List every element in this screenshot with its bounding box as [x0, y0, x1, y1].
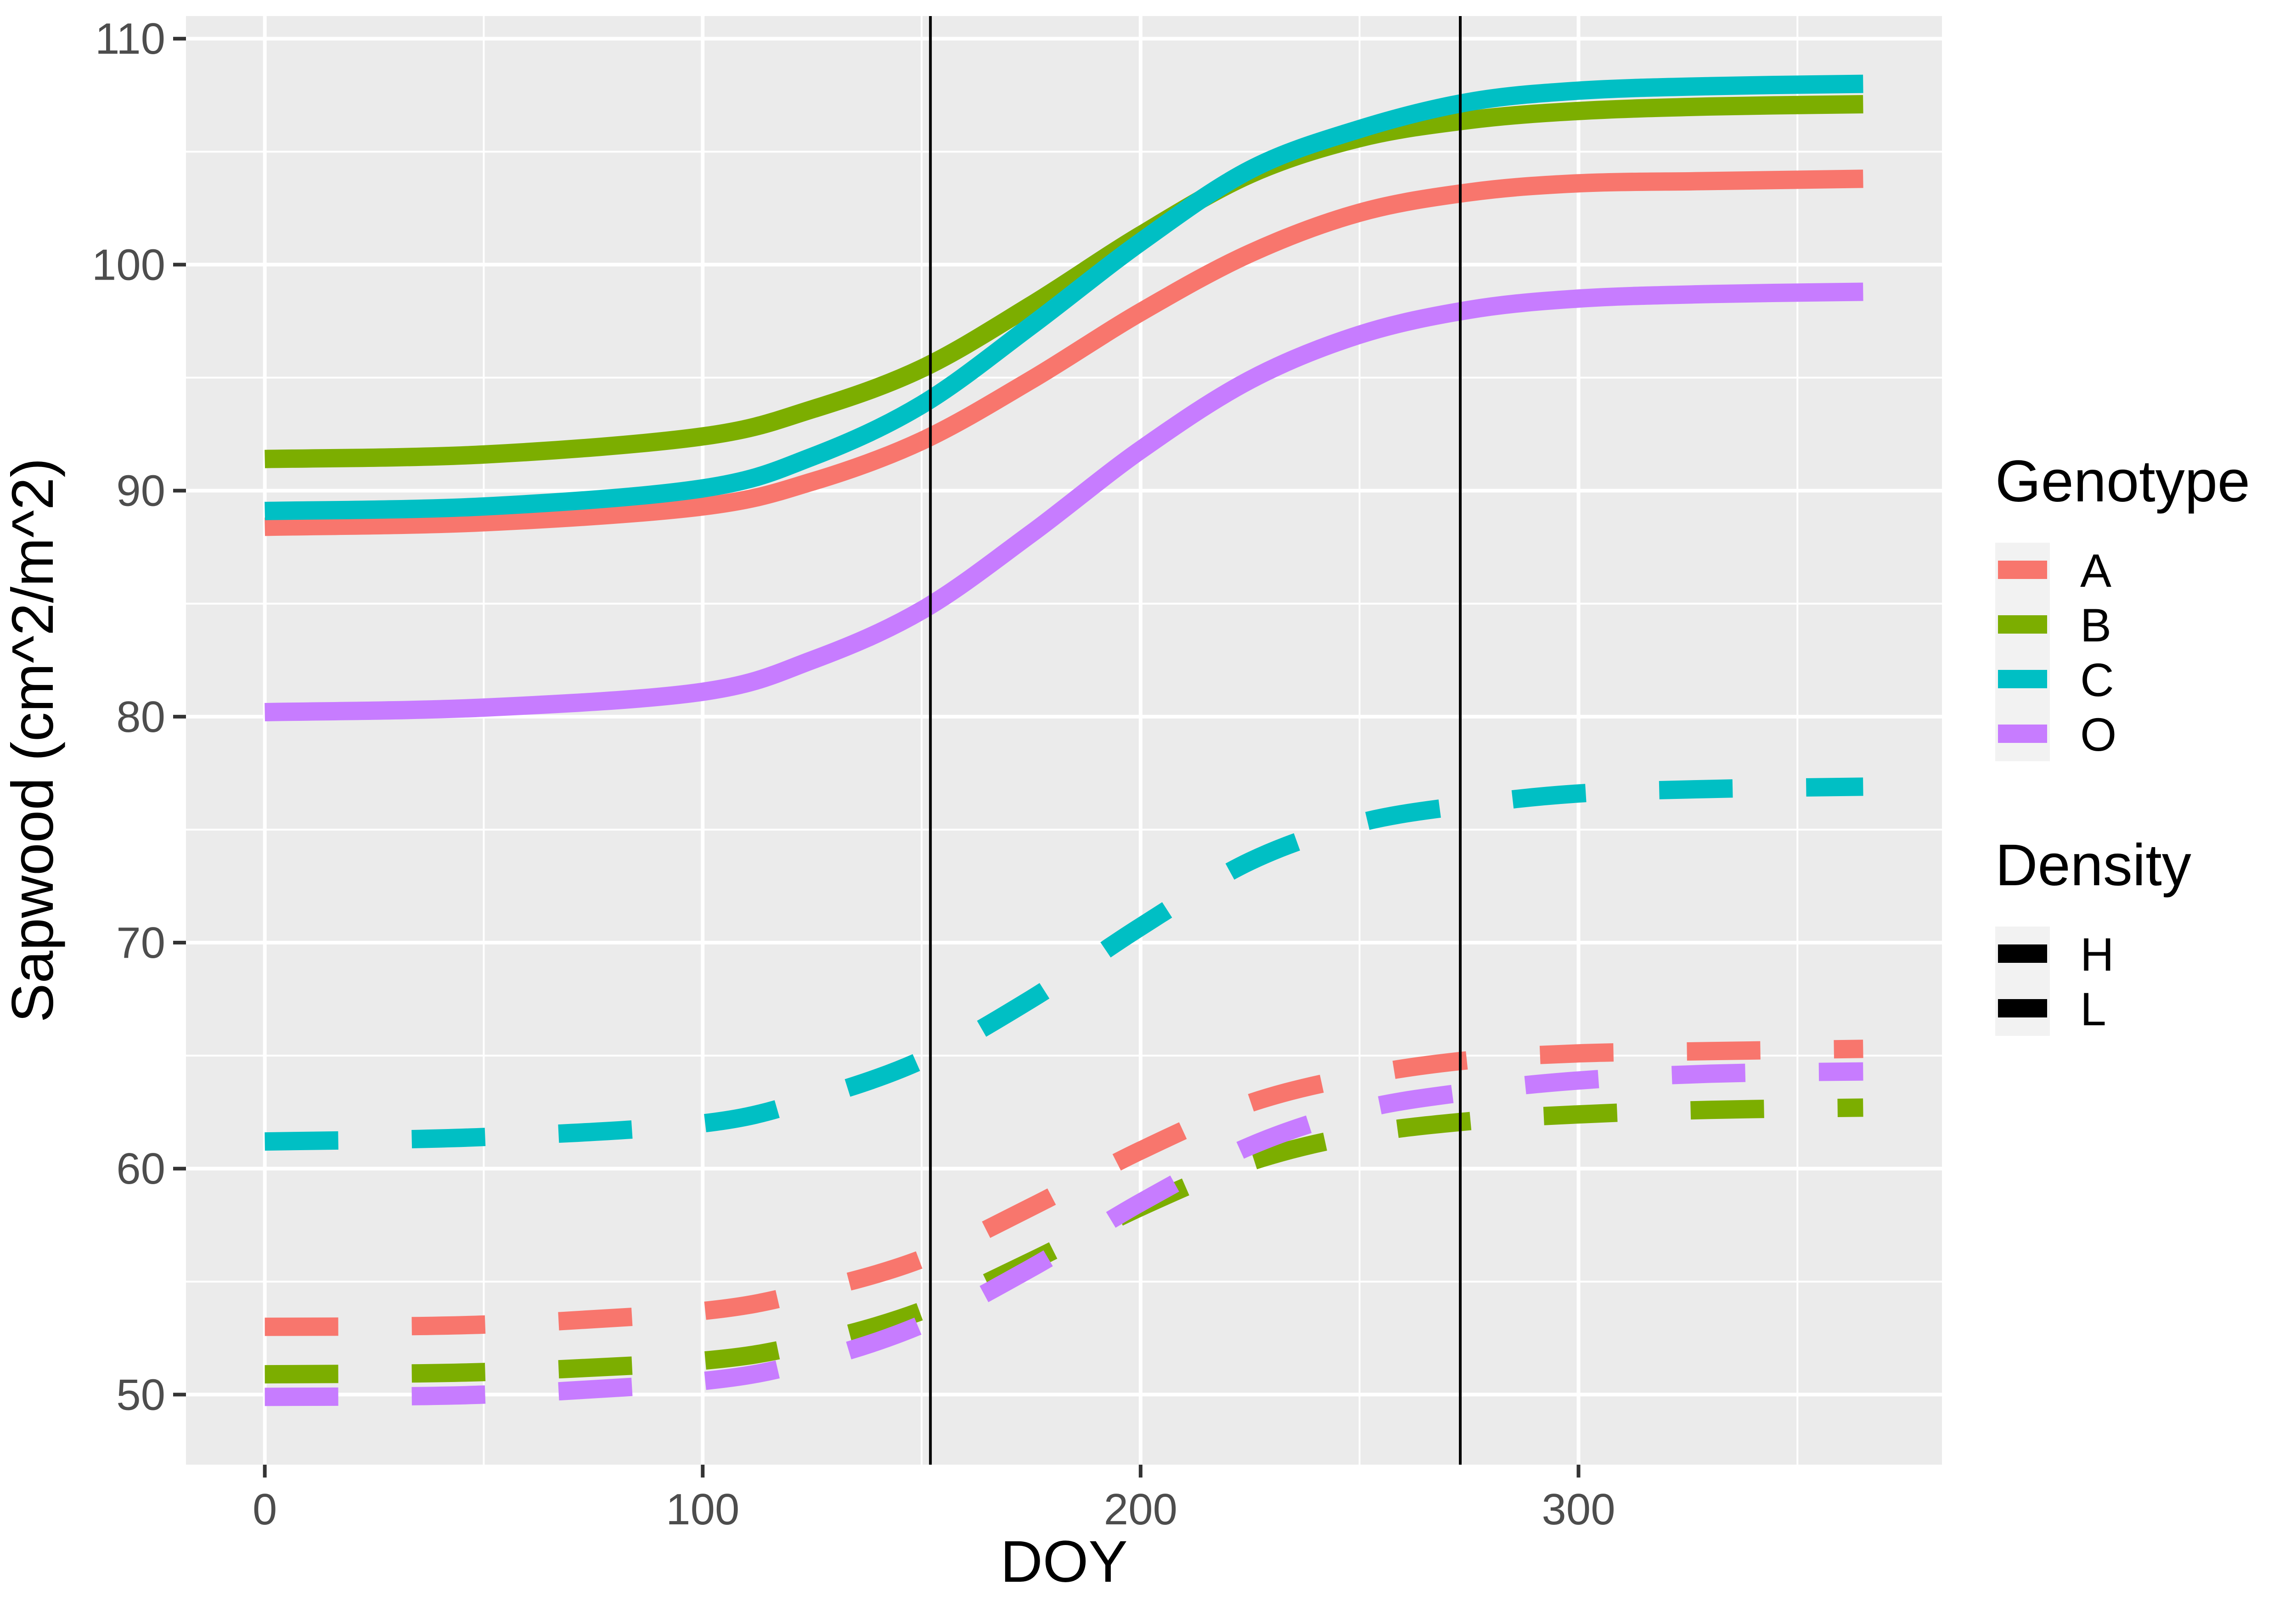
reference-lines [929, 16, 1462, 1465]
series-line-a-h [264, 169, 1863, 536]
y-tick-label: 50 [116, 1370, 165, 1419]
legend-label-b: B [2080, 599, 2111, 652]
x-tick-label: 200 [1104, 1485, 1177, 1534]
legend-label-h: H [2080, 928, 2114, 981]
major-gridlines [186, 16, 1942, 1465]
series-line-c-h [264, 74, 1863, 520]
series-lines [264, 74, 1863, 1406]
plot-panel [186, 16, 1942, 1465]
x-axis-ticks: 0 100 200 300 [253, 1465, 1615, 1534]
legend-title-density: Density [1995, 832, 2191, 898]
series-line-o-l [264, 1062, 1863, 1406]
series-line-c-l [264, 777, 1863, 1151]
y-tick-label: 70 [116, 918, 165, 967]
series-line-b-l [264, 1098, 1863, 1384]
legend-title-genotype: Genotype [1995, 449, 2250, 514]
legend-label-c: C [2080, 654, 2114, 706]
x-tick-label: 100 [666, 1485, 739, 1534]
legend-label-o: O [2080, 708, 2116, 761]
x-tick-label: 300 [1542, 1485, 1615, 1534]
y-tick-label: 60 [116, 1144, 165, 1193]
y-tick-label: 100 [92, 240, 165, 289]
legend-label-a: A [2080, 545, 2111, 597]
x-axis-label: DOY [1000, 1529, 1127, 1595]
legend-label-l: L [2080, 983, 2106, 1035]
x-tick-label: 0 [253, 1485, 277, 1534]
y-tick-label: 90 [116, 466, 165, 516]
series-line-o-h [264, 282, 1863, 721]
y-axis-ticks: 50 60 70 80 90 100 110 [92, 14, 186, 1419]
y-tick-label: 110 [95, 14, 165, 63]
y-tick-label: 80 [116, 692, 165, 742]
series-line-a-l [264, 1039, 1863, 1336]
minor-gridlines [186, 16, 1942, 1465]
y-axis-label: Sapwood (cm^2/m^2) [0, 458, 66, 1023]
